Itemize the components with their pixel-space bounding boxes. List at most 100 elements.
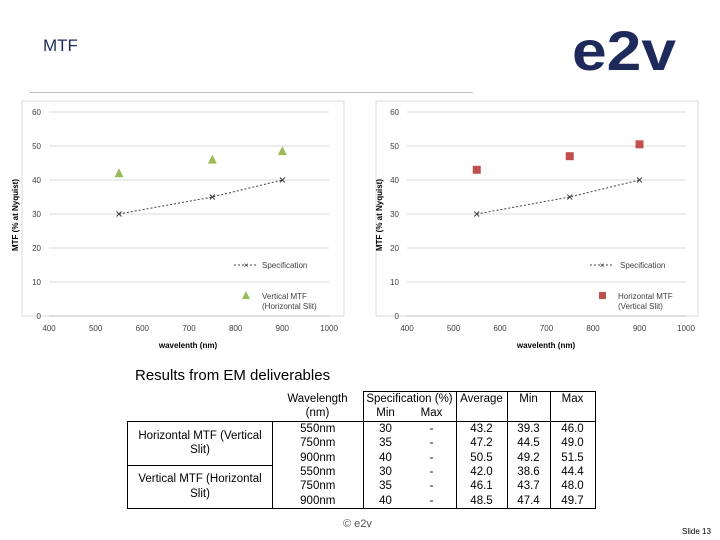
- spec-point: [636, 177, 643, 183]
- header-meas-max: Max: [549, 391, 596, 407]
- header-average: Average: [455, 391, 507, 407]
- header-specification: Specification (%): [362, 391, 456, 407]
- chart-right-grid: [407, 111, 686, 317]
- x-tick-label: 400: [42, 324, 56, 333]
- chart-right-legend-spec-marker: ×: [600, 261, 605, 270]
- x-tick-label: 500: [89, 324, 103, 333]
- cell-max: 44.4: [549, 465, 596, 480]
- y-tick-label: 50: [32, 142, 41, 151]
- spec-point: [566, 194, 573, 200]
- y-tick-label: 20: [390, 244, 399, 253]
- cell-spec-max: -: [429, 451, 434, 464]
- chart-right-legend-series-marker: [599, 292, 606, 299]
- chart-left-marks: [114, 146, 287, 217]
- spec-point: [116, 211, 122, 217]
- chart-left-grid: [49, 111, 329, 317]
- title-divider: [30, 92, 473, 93]
- y-tick-label: 50: [390, 142, 399, 151]
- y-tick-label: 60: [390, 108, 399, 117]
- y-tick-label: 40: [390, 176, 399, 185]
- chart-left-legend-series-label-2: (Horizontal Slit): [262, 302, 317, 311]
- series-point-triangle: [114, 168, 124, 178]
- chart-left-x-ticks: 400 500 600 700 800 900 1000: [42, 324, 338, 333]
- cell-spec-max: -: [429, 437, 434, 450]
- series-point-square: [635, 140, 644, 149]
- cell-wavelength: 900nm: [300, 451, 336, 464]
- table-row: 750nm 35 - 46.1 43.7 48.0: [128, 479, 596, 494]
- cell-min: 49.2: [506, 450, 550, 466]
- table-header-row-1: Wavelength (nm) Specification (%) Averag…: [128, 391, 596, 419]
- cell-average: 50.5: [455, 450, 507, 466]
- chart-right-legend-series-label-1: Horizontal MTF: [618, 292, 673, 301]
- y-tick-label: 0: [395, 312, 400, 321]
- series-point-triangle: [277, 146, 287, 156]
- chart-right-y-label: MTF (% at Nyquist): [375, 179, 384, 251]
- chart-right-y-ticks: 0 10 20 30 40 50 60: [390, 108, 399, 321]
- cell-min: 44.5: [506, 436, 550, 451]
- cell-spec-min: 40: [362, 493, 408, 510]
- y-tick-label: 20: [32, 244, 41, 253]
- cell-wavelength: 900nm: [272, 493, 363, 510]
- x-tick-label: 900: [633, 324, 647, 333]
- header-wavelength: Wavelength (nm): [287, 392, 348, 420]
- results-table: Wavelength (nm) Specification (%) Averag…: [127, 391, 596, 510]
- cell-max: 48.0: [549, 479, 596, 494]
- chart-left-legend-spec-marker: ×: [244, 261, 249, 270]
- y-tick-label: 40: [32, 176, 41, 185]
- chart-right-marks: [472, 140, 644, 217]
- header-blank-cell: [128, 392, 273, 422]
- table-row: Horizontal MTF (Vertical Slit) 550nm 30 …: [127, 420, 596, 466]
- cell-min: 38.6: [506, 465, 550, 480]
- chart-left-border: [21, 100, 345, 317]
- cell-max: 49.0: [549, 436, 596, 451]
- y-tick-label: 10: [32, 278, 41, 287]
- cell-average: 47.2: [455, 436, 507, 451]
- cell-average: 46.1: [455, 479, 507, 494]
- cell-spec-max: -: [429, 480, 434, 493]
- x-tick-label: 800: [229, 324, 243, 333]
- cell-average: 43.2: [455, 420, 507, 437]
- spec-point: [473, 211, 480, 217]
- chart-right-border: [375, 100, 699, 317]
- x-tick-label: 600: [493, 324, 507, 333]
- chart-left-y-label: MTF (% at Nyquist): [11, 179, 20, 251]
- series-point-triangle: [207, 154, 217, 164]
- cell-spec-max: -: [429, 466, 434, 479]
- x-tick-label: 700: [540, 324, 554, 333]
- cell-min: 47.4: [506, 493, 550, 510]
- chart-right-legend-spec-label: Specification: [620, 261, 665, 270]
- chart-right: 0 10 20 30 40 50 60 400 500 600 700 800 900 1000 MTF…: [375, 100, 699, 350]
- y-tick-label: 30: [32, 210, 41, 219]
- cell-spec-min: 30: [362, 420, 408, 437]
- slide-number: Slide 13: [682, 527, 711, 536]
- spec-point: [279, 177, 286, 183]
- cell-min: 43.7: [506, 479, 550, 494]
- chart-left-legend-series-marker: [242, 291, 250, 299]
- cell-wavelength: 550nm: [272, 420, 363, 437]
- chart-right-x-ticks: 400 500 600 700 800 900 1000: [400, 324, 695, 333]
- header-spec-max: Max: [420, 407, 443, 420]
- spec-point: [209, 194, 216, 200]
- cell-spec-min: 40: [362, 450, 408, 466]
- x-tick-label: 700: [182, 324, 196, 333]
- y-tick-label: 30: [390, 210, 399, 219]
- footer-copyright: © e2v: [343, 518, 372, 530]
- spec-line: [118, 179, 283, 215]
- group-label-horizontal: Horizontal MTF (Vertical Slit): [127, 420, 273, 466]
- cell-wavelength: 750nm: [300, 437, 336, 450]
- spec-line: [476, 179, 640, 215]
- chart-right-legend-series-label-2: (Vertical Slit): [618, 302, 663, 311]
- table-header-row-2: Min Max: [128, 406, 596, 422]
- group-label-vertical: Vertical MTF (Horizontal Slit): [127, 464, 273, 510]
- x-tick-label: 400: [400, 324, 414, 333]
- table-row: Vertical MTF (Horizontal Slit) 550nm 30 …: [127, 464, 596, 510]
- slide-title: MTF: [43, 36, 78, 55]
- y-tick-label: 0: [37, 312, 42, 321]
- x-tick-label: 500: [447, 324, 461, 333]
- y-tick-label: 10: [390, 278, 399, 287]
- chart-left-legend-series-label-1: Vertical MTF: [262, 292, 307, 301]
- table-row: 900nm 40 - 48.5 47.4 49.7: [128, 493, 596, 510]
- cell-spec-min: 35: [362, 479, 408, 494]
- cell-spec-min: 35: [362, 436, 408, 451]
- y-tick-label: 60: [32, 108, 41, 117]
